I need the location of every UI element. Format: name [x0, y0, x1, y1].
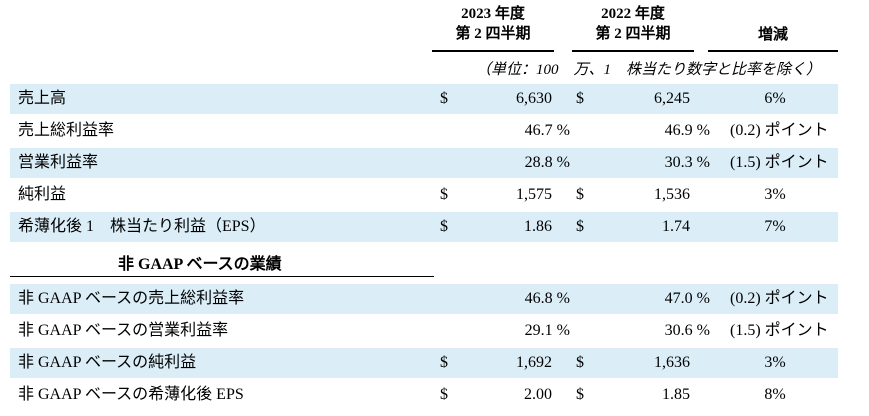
- dollar-sign: $: [440, 186, 448, 203]
- value-2023: 6,630: [516, 90, 552, 107]
- dollar-sign: $: [576, 354, 584, 371]
- value-2023: 46.7 %: [524, 122, 570, 139]
- value-2022: 1.85: [662, 386, 690, 403]
- dollar-sign: $: [576, 186, 584, 203]
- change-value: (1.5) ポイント: [730, 154, 829, 171]
- dollar-sign: $: [576, 218, 584, 235]
- row-label: 非 GAAP ベースの希薄化後 EPS: [18, 386, 244, 403]
- row-label: 非 GAAP ベースの純利益: [18, 354, 197, 371]
- row-label: 希薄化後 1 株当たり利益（EPS）: [18, 218, 266, 235]
- dollar-sign: $: [440, 354, 448, 371]
- table-row-operating-margin: 営業利益率 28.8 % 30.3 % (1.5) ポイント: [10, 148, 838, 178]
- value-2023: 29.1 %: [524, 322, 570, 339]
- value-2022: 47.0 %: [664, 290, 710, 307]
- value-2023: 28.8 %: [524, 154, 570, 171]
- section-rule: [10, 276, 434, 277]
- value-2022: 1,536: [654, 186, 690, 203]
- change-value: 6%: [764, 90, 786, 107]
- row-label: 売上総利益率: [18, 122, 115, 139]
- value-2022: 46.9 %: [664, 122, 710, 139]
- header-2023: 2023 年度 第 2 四半期: [432, 4, 554, 44]
- table-row-net-income: 純利益 $ 1,575 $ 1,536 3%: [10, 180, 838, 210]
- header-2022: 2022 年度 第 2 四半期: [572, 4, 694, 44]
- value-2022: 6,245: [654, 90, 690, 107]
- change-value: (0.2) ポイント: [730, 290, 829, 307]
- header-rule-2023: [432, 50, 554, 52]
- table-row-diluted-eps: 希薄化後 1 株当たり利益（EPS） $ 1.86 $ 1.74 7%: [10, 212, 838, 242]
- table-row-nongaap-diluted-eps: 非 GAAP ベースの希薄化後 EPS $ 2.00 $ 1.85 8%: [10, 380, 838, 410]
- dollar-sign: $: [440, 386, 448, 403]
- dollar-sign: $: [576, 90, 584, 107]
- table-row-revenue: 売上高 $ 6,630 $ 6,245 6%: [10, 84, 838, 114]
- table-row-nongaap-gross-margin: 非 GAAP ベースの売上総利益率 46.8 % 47.0 % (0.2) ポイ…: [10, 284, 838, 314]
- value-2023: 1,692: [516, 354, 552, 371]
- header-change: 増減: [757, 27, 788, 43]
- value-2023: 1.86: [524, 218, 552, 235]
- row-label: 非 GAAP ベースの営業利益率: [18, 322, 229, 339]
- change-value: 8%: [764, 386, 786, 403]
- value-2023: 46.8 %: [524, 290, 570, 307]
- header-2023-quarter: 第 2 四半期: [455, 26, 531, 42]
- table-row-gross-margin: 売上総利益率 46.7 % 46.9 % (0.2) ポイント: [10, 116, 838, 146]
- change-value: 3%: [764, 186, 786, 203]
- change-value: (1.5) ポイント: [730, 322, 829, 339]
- units-note: （単位：100 万、1 株当たり数字と比率を除く）: [475, 62, 821, 78]
- header-rule-change: [708, 50, 838, 52]
- header-2022-year: 2022 年度: [601, 6, 665, 22]
- header-2022-quarter: 第 2 四半期: [595, 26, 671, 42]
- value-2022: 30.3 %: [664, 154, 710, 171]
- section-title-non-gaap: 非 GAAP ベースの業績: [118, 256, 282, 273]
- dollar-sign: $: [440, 218, 448, 235]
- dollar-sign: $: [576, 386, 584, 403]
- change-value: 7%: [764, 218, 786, 235]
- dollar-sign: $: [440, 90, 448, 107]
- row-label: 非 GAAP ベースの売上総利益率: [18, 290, 245, 307]
- value-2022: 1,636: [654, 354, 690, 371]
- value-2022: 30.6 %: [664, 322, 710, 339]
- header-2023-year: 2023 年度: [461, 6, 525, 22]
- table-row-nongaap-net-income: 非 GAAP ベースの純利益 $ 1,692 $ 1,636 3%: [10, 348, 838, 378]
- row-label: 売上高: [18, 90, 67, 107]
- row-label: 営業利益率: [18, 154, 99, 171]
- header-rule-2022: [572, 50, 694, 52]
- value-2023: 1,575: [516, 186, 552, 203]
- value-2023: 2.00: [524, 386, 552, 403]
- row-label: 純利益: [18, 186, 67, 203]
- value-2022: 1.74: [662, 218, 690, 235]
- change-value: 3%: [764, 354, 786, 371]
- table-row-nongaap-operating-margin: 非 GAAP ベースの営業利益率 29.1 % 30.6 % (1.5) ポイン…: [10, 316, 838, 346]
- change-value: (0.2) ポイント: [730, 122, 829, 139]
